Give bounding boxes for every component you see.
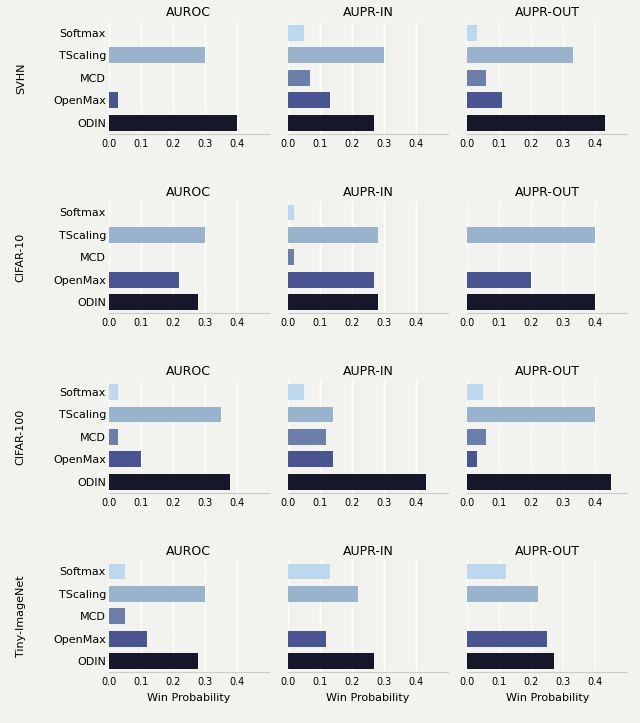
Title: AUPR-IN: AUPR-IN	[342, 365, 394, 378]
Bar	[467, 294, 595, 310]
Bar	[288, 249, 294, 265]
Bar	[288, 429, 326, 445]
Bar	[109, 654, 198, 669]
Bar	[467, 474, 611, 489]
Bar	[288, 25, 304, 40]
Bar	[288, 115, 374, 131]
Title: AUROC: AUROC	[166, 186, 211, 199]
Title: AUPR-OUT: AUPR-OUT	[515, 6, 580, 19]
Text: Tiny-ImageNet: Tiny-ImageNet	[16, 576, 26, 657]
Bar	[288, 227, 378, 243]
Bar	[109, 272, 179, 288]
Bar	[467, 631, 547, 646]
Bar	[109, 586, 205, 602]
Text: SVHN: SVHN	[16, 62, 26, 93]
Bar	[467, 586, 538, 602]
Bar	[467, 93, 502, 108]
Bar	[467, 227, 595, 243]
Bar	[288, 205, 294, 221]
Bar	[288, 272, 374, 288]
Bar	[288, 474, 426, 489]
Bar	[288, 451, 333, 467]
X-axis label: Win Probability: Win Probability	[147, 693, 230, 703]
Title: AUPR-IN: AUPR-IN	[342, 544, 394, 557]
Bar	[109, 115, 237, 131]
Bar	[467, 563, 506, 579]
Bar	[288, 586, 358, 602]
Bar	[288, 93, 330, 108]
Bar	[109, 429, 118, 445]
Bar	[109, 609, 125, 624]
Bar	[467, 115, 605, 131]
X-axis label: Win Probability: Win Probability	[326, 693, 410, 703]
Bar	[467, 654, 554, 669]
Bar	[288, 294, 378, 310]
Bar	[109, 631, 147, 646]
Text: CIFAR-100: CIFAR-100	[16, 408, 26, 465]
Bar	[288, 654, 374, 669]
Title: AUROC: AUROC	[166, 544, 211, 557]
Title: AUPR-OUT: AUPR-OUT	[515, 544, 580, 557]
Bar	[109, 474, 230, 489]
Bar	[109, 48, 205, 63]
Text: CIFAR-10: CIFAR-10	[16, 233, 26, 282]
Bar	[467, 451, 477, 467]
Bar	[109, 294, 198, 310]
Bar	[109, 451, 141, 467]
Bar	[467, 384, 483, 400]
Bar	[288, 70, 310, 85]
Bar	[288, 563, 330, 579]
Title: AUROC: AUROC	[166, 365, 211, 378]
Bar	[109, 563, 125, 579]
X-axis label: Win Probability: Win Probability	[506, 693, 589, 703]
Bar	[467, 48, 573, 63]
Title: AUPR-IN: AUPR-IN	[342, 186, 394, 199]
Bar	[288, 48, 384, 63]
Title: AUPR-IN: AUPR-IN	[342, 6, 394, 19]
Bar	[109, 227, 205, 243]
Title: AUROC: AUROC	[166, 6, 211, 19]
Bar	[467, 70, 486, 85]
Bar	[288, 406, 333, 422]
Bar	[288, 384, 304, 400]
Bar	[288, 631, 326, 646]
Title: AUPR-OUT: AUPR-OUT	[515, 365, 580, 378]
Title: AUPR-OUT: AUPR-OUT	[515, 186, 580, 199]
Bar	[109, 406, 221, 422]
Bar	[467, 406, 595, 422]
Bar	[467, 25, 477, 40]
Bar	[109, 384, 118, 400]
Bar	[109, 93, 118, 108]
Bar	[467, 429, 486, 445]
Bar	[467, 272, 531, 288]
